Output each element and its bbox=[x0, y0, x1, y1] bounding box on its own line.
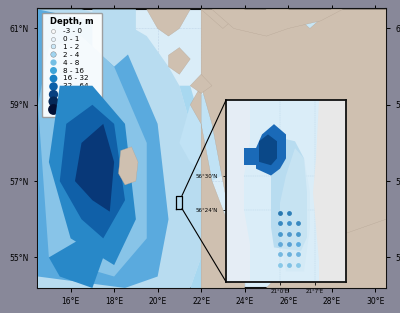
Polygon shape bbox=[259, 134, 277, 165]
Polygon shape bbox=[313, 100, 346, 282]
Polygon shape bbox=[118, 147, 138, 185]
Polygon shape bbox=[266, 219, 386, 288]
Polygon shape bbox=[38, 9, 201, 288]
Polygon shape bbox=[201, 9, 245, 28]
Polygon shape bbox=[212, 9, 342, 36]
Polygon shape bbox=[75, 124, 114, 212]
Polygon shape bbox=[92, 9, 136, 67]
Legend: -3 - 0, 0 - 1, 1 - 2, 2 - 4, 4 - 8, 8 - 16, 16 - 32, 32 - 64, 64 - 128, 128 - 25: -3 - 0, 0 - 1, 1 - 2, 2 - 4, 4 - 8, 8 - … bbox=[42, 13, 102, 117]
Polygon shape bbox=[49, 86, 136, 265]
Polygon shape bbox=[179, 86, 245, 288]
Polygon shape bbox=[280, 148, 310, 271]
Polygon shape bbox=[244, 148, 259, 165]
Polygon shape bbox=[190, 9, 386, 288]
Polygon shape bbox=[190, 74, 212, 93]
Polygon shape bbox=[179, 86, 256, 181]
Polygon shape bbox=[271, 138, 307, 251]
Polygon shape bbox=[49, 239, 103, 288]
Polygon shape bbox=[38, 9, 168, 288]
Polygon shape bbox=[256, 124, 286, 176]
Polygon shape bbox=[226, 100, 250, 282]
Polygon shape bbox=[226, 100, 346, 282]
Polygon shape bbox=[38, 9, 386, 288]
Polygon shape bbox=[212, 9, 386, 101]
Polygon shape bbox=[38, 36, 147, 276]
Polygon shape bbox=[60, 105, 125, 239]
Polygon shape bbox=[147, 9, 190, 36]
Polygon shape bbox=[168, 48, 190, 74]
